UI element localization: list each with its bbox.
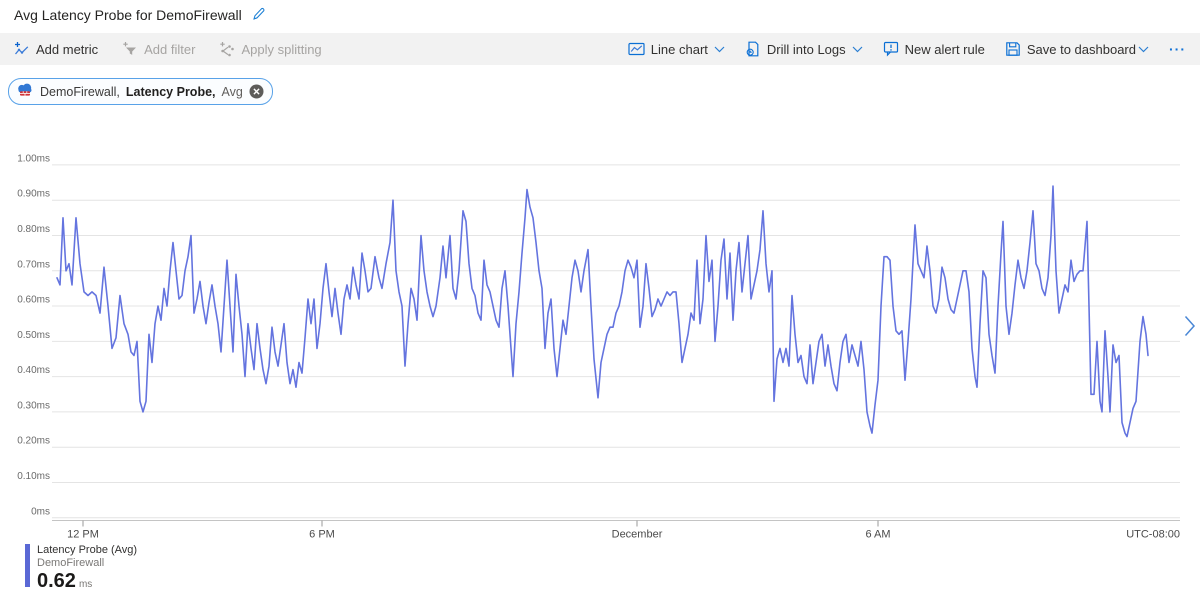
toolbar-left-group: Add metric Add filter bbox=[14, 41, 322, 57]
chevron-down-icon bbox=[714, 46, 725, 53]
pill-metric: Latency Probe, bbox=[125, 84, 216, 99]
metric-pill[interactable]: DemoFirewall, Latency Probe, Avg bbox=[8, 78, 273, 105]
chevron-right-icon bbox=[1183, 315, 1197, 341]
legend-value-number: 0.62 bbox=[37, 570, 76, 592]
legend-unit: ms bbox=[78, 579, 93, 590]
legend-series-name: Latency Probe (Avg) bbox=[37, 544, 138, 556]
add-filter-label: Add filter bbox=[144, 41, 196, 57]
pill-aggregation: Avg bbox=[221, 84, 243, 99]
line-chart-icon bbox=[628, 41, 645, 57]
new-alert-rule-button[interactable]: New alert rule bbox=[883, 41, 985, 57]
svg-text:1.00ms: 1.00ms bbox=[17, 153, 50, 164]
ellipsis-icon: ··· bbox=[1169, 41, 1186, 57]
svg-text:December: December bbox=[612, 529, 663, 541]
svg-text:0ms: 0ms bbox=[31, 506, 50, 517]
svg-text:0.70ms: 0.70ms bbox=[17, 259, 50, 270]
legend-color-bar bbox=[25, 544, 30, 587]
alert-icon bbox=[883, 41, 899, 57]
legend-item[interactable]: Latency Probe (Avg) DemoFirewall 0.62 ms bbox=[25, 544, 137, 596]
save-icon bbox=[1005, 41, 1021, 57]
apply-splitting-label: Apply splitting bbox=[241, 41, 322, 57]
drill-into-logs-button[interactable]: Drill into Logs bbox=[745, 41, 863, 57]
line-chart-button[interactable]: Line chart bbox=[628, 41, 725, 57]
apply-splitting-icon bbox=[219, 41, 235, 57]
chart-title: Avg Latency Probe for DemoFirewall bbox=[14, 7, 242, 23]
add-metric-icon bbox=[14, 41, 30, 57]
add-filter-icon bbox=[122, 41, 138, 57]
legend-resource-name: DemoFirewall bbox=[37, 557, 105, 569]
apply-splitting-button[interactable]: Apply splitting bbox=[219, 41, 322, 57]
drill-logs-icon bbox=[745, 41, 761, 57]
svg-text:0.30ms: 0.30ms bbox=[17, 400, 50, 411]
pan-forward-button[interactable] bbox=[1183, 314, 1197, 341]
legend-texts: Latency Probe (Avg) DemoFirewall 0.62 ms bbox=[37, 544, 137, 596]
new-alert-rule-label: New alert rule bbox=[904, 41, 985, 57]
svg-text:UTC-08:00: UTC-08:00 bbox=[1126, 529, 1180, 541]
chevron-down-icon bbox=[852, 46, 863, 53]
svg-text:6 AM: 6 AM bbox=[865, 529, 890, 541]
svg-text:0.50ms: 0.50ms bbox=[17, 330, 50, 341]
chevron-down-icon bbox=[1138, 46, 1149, 53]
save-to-dashboard-label: Save to dashboard bbox=[1026, 41, 1136, 57]
edit-title-button[interactable] bbox=[251, 6, 266, 24]
svg-text:0.10ms: 0.10ms bbox=[17, 471, 50, 482]
pencil-icon bbox=[251, 6, 266, 24]
toolbar-right-group: Line chart Drill into Logs bbox=[628, 41, 1186, 57]
line-chart-label: Line chart bbox=[650, 41, 708, 57]
drill-into-logs-label: Drill into Logs bbox=[766, 41, 846, 57]
svg-text:12 PM: 12 PM bbox=[67, 529, 99, 541]
legend-value: 0.62 ms bbox=[37, 570, 137, 596]
add-metric-label: Add metric bbox=[36, 41, 99, 57]
more-button[interactable]: ··· bbox=[1169, 41, 1186, 57]
add-filter-button[interactable]: Add filter bbox=[122, 41, 195, 57]
firewall-icon bbox=[16, 83, 34, 100]
svg-text:0.80ms: 0.80ms bbox=[17, 224, 50, 235]
svg-text:0.60ms: 0.60ms bbox=[17, 295, 50, 306]
svg-text:0.40ms: 0.40ms bbox=[17, 365, 50, 376]
svg-text:0.20ms: 0.20ms bbox=[17, 436, 50, 447]
metrics-chart: 1.00ms 0.90ms 0.80ms 0.70ms 0.60ms 0.50ms 0.40… bbox=[17, 153, 1180, 541]
pill-resource: DemoFirewall, bbox=[40, 84, 120, 99]
close-icon[interactable] bbox=[249, 84, 264, 99]
add-metric-button[interactable]: Add metric bbox=[14, 41, 98, 57]
metrics-toolbar: Add metric Add filter bbox=[0, 33, 1200, 65]
page-title-row: Avg Latency Probe for DemoFirewall bbox=[14, 5, 266, 25]
svg-text:6 PM: 6 PM bbox=[309, 529, 335, 541]
svg-text:0.90ms: 0.90ms bbox=[17, 189, 50, 200]
save-to-dashboard-button[interactable]: Save to dashboard bbox=[1005, 41, 1149, 57]
